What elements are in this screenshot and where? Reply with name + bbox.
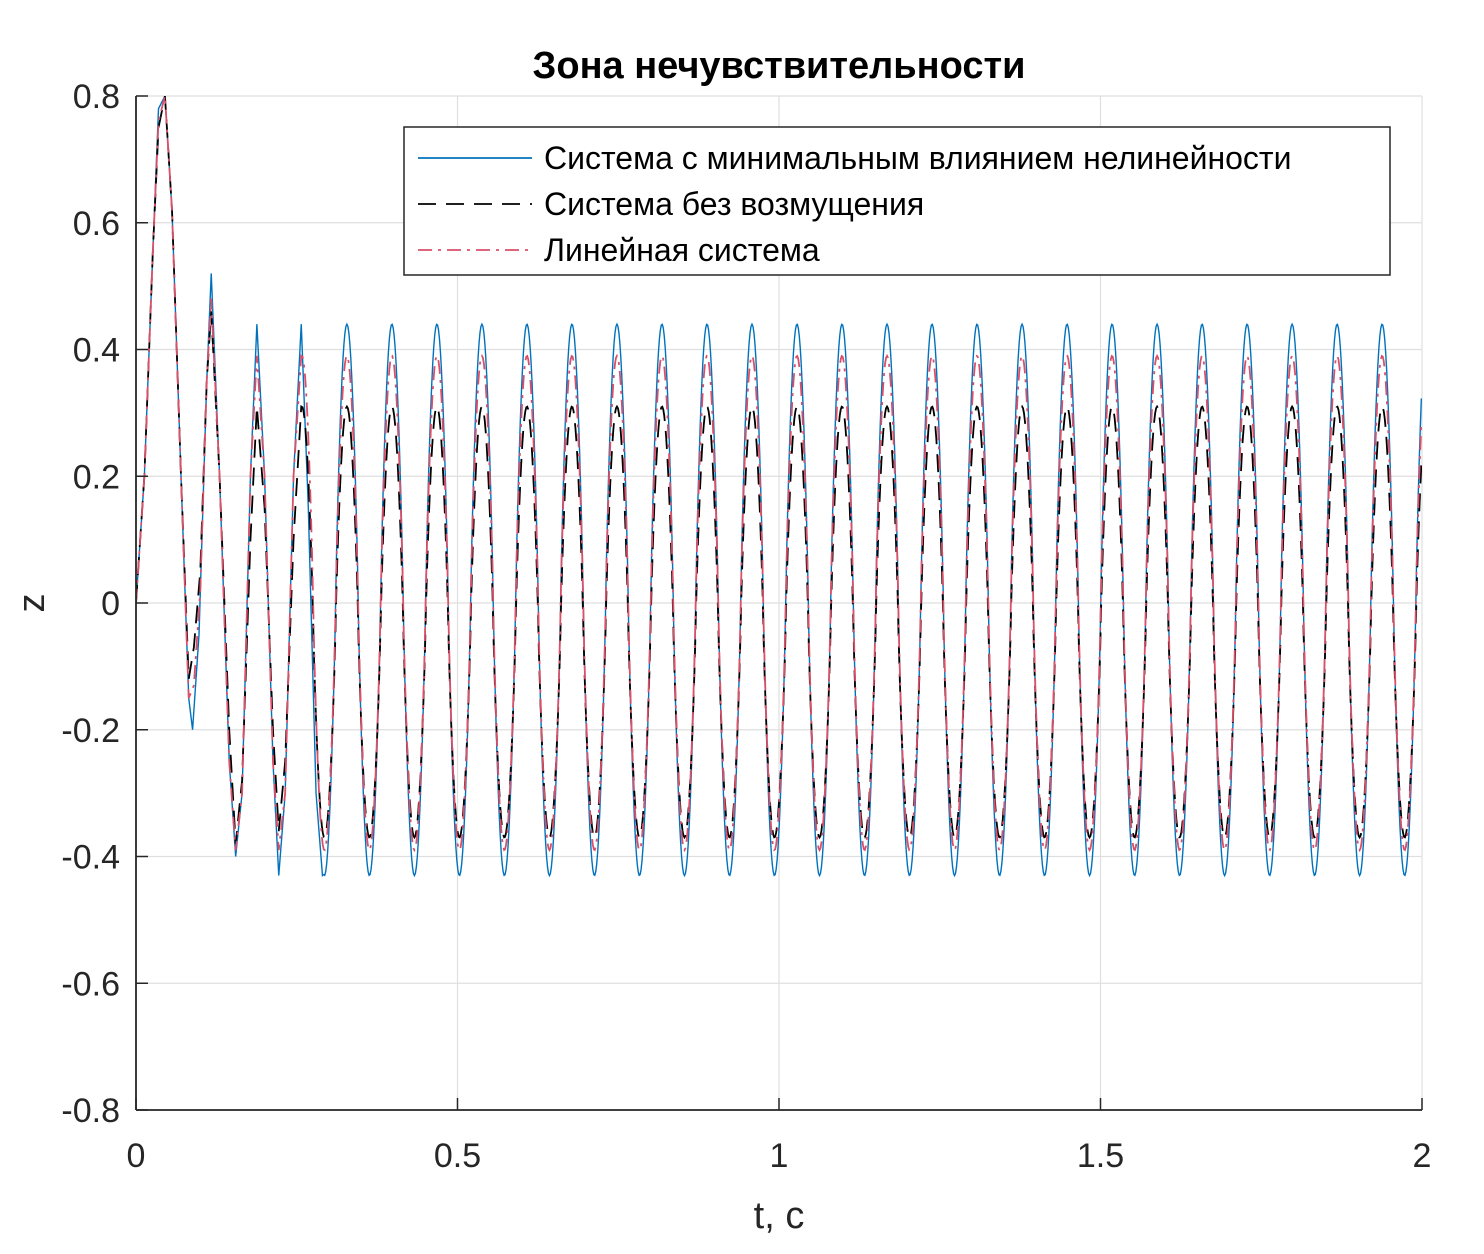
- legend-label-series-3: Линейная система: [544, 232, 820, 268]
- x-tick-label: 1: [770, 1137, 789, 1175]
- legend-label-series-1: Система с минимальным влиянием нелинейно…: [544, 140, 1291, 176]
- legend-label-series-2: Система без возмущения: [544, 186, 924, 222]
- y-tick-label: -0.4: [61, 839, 120, 877]
- y-tick-label: -0.6: [61, 965, 120, 1003]
- x-tick-label: 0.5: [434, 1137, 481, 1175]
- y-tick-label: 0.4: [73, 332, 120, 370]
- y-tick-label: 0.6: [73, 205, 120, 243]
- x-axis-label: t, c: [754, 1195, 805, 1237]
- y-tick-label: -0.2: [61, 712, 120, 750]
- x-tick-label: 1.5: [1077, 1137, 1124, 1175]
- x-tick-label: 2: [1413, 1137, 1432, 1175]
- y-tick-label: 0.2: [73, 458, 120, 496]
- axes: [135, 95, 1423, 1111]
- y-axis-label: z: [11, 594, 53, 613]
- x-tick-label: 0: [127, 1137, 146, 1175]
- legend: Система с минимальным влиянием нелинейно…: [403, 126, 1391, 276]
- legend-box: [403, 126, 1391, 276]
- tick-labels: 0 0.5 1 1.5 2 -0.8 -0.6 -0.4 -0.2 0 0.2 0.4 0.6 0.8: [61, 78, 1431, 1175]
- y-tick-label: 0.8: [73, 78, 120, 116]
- series-group: [136, 96, 1422, 878]
- series-line-2: [136, 96, 1422, 844]
- chart-title: Зона нечувствительности: [533, 45, 1026, 87]
- y-tick-label: 0: [101, 585, 120, 623]
- y-tick-label: -0.8: [61, 1092, 120, 1130]
- series-line-3: [136, 96, 1422, 853]
